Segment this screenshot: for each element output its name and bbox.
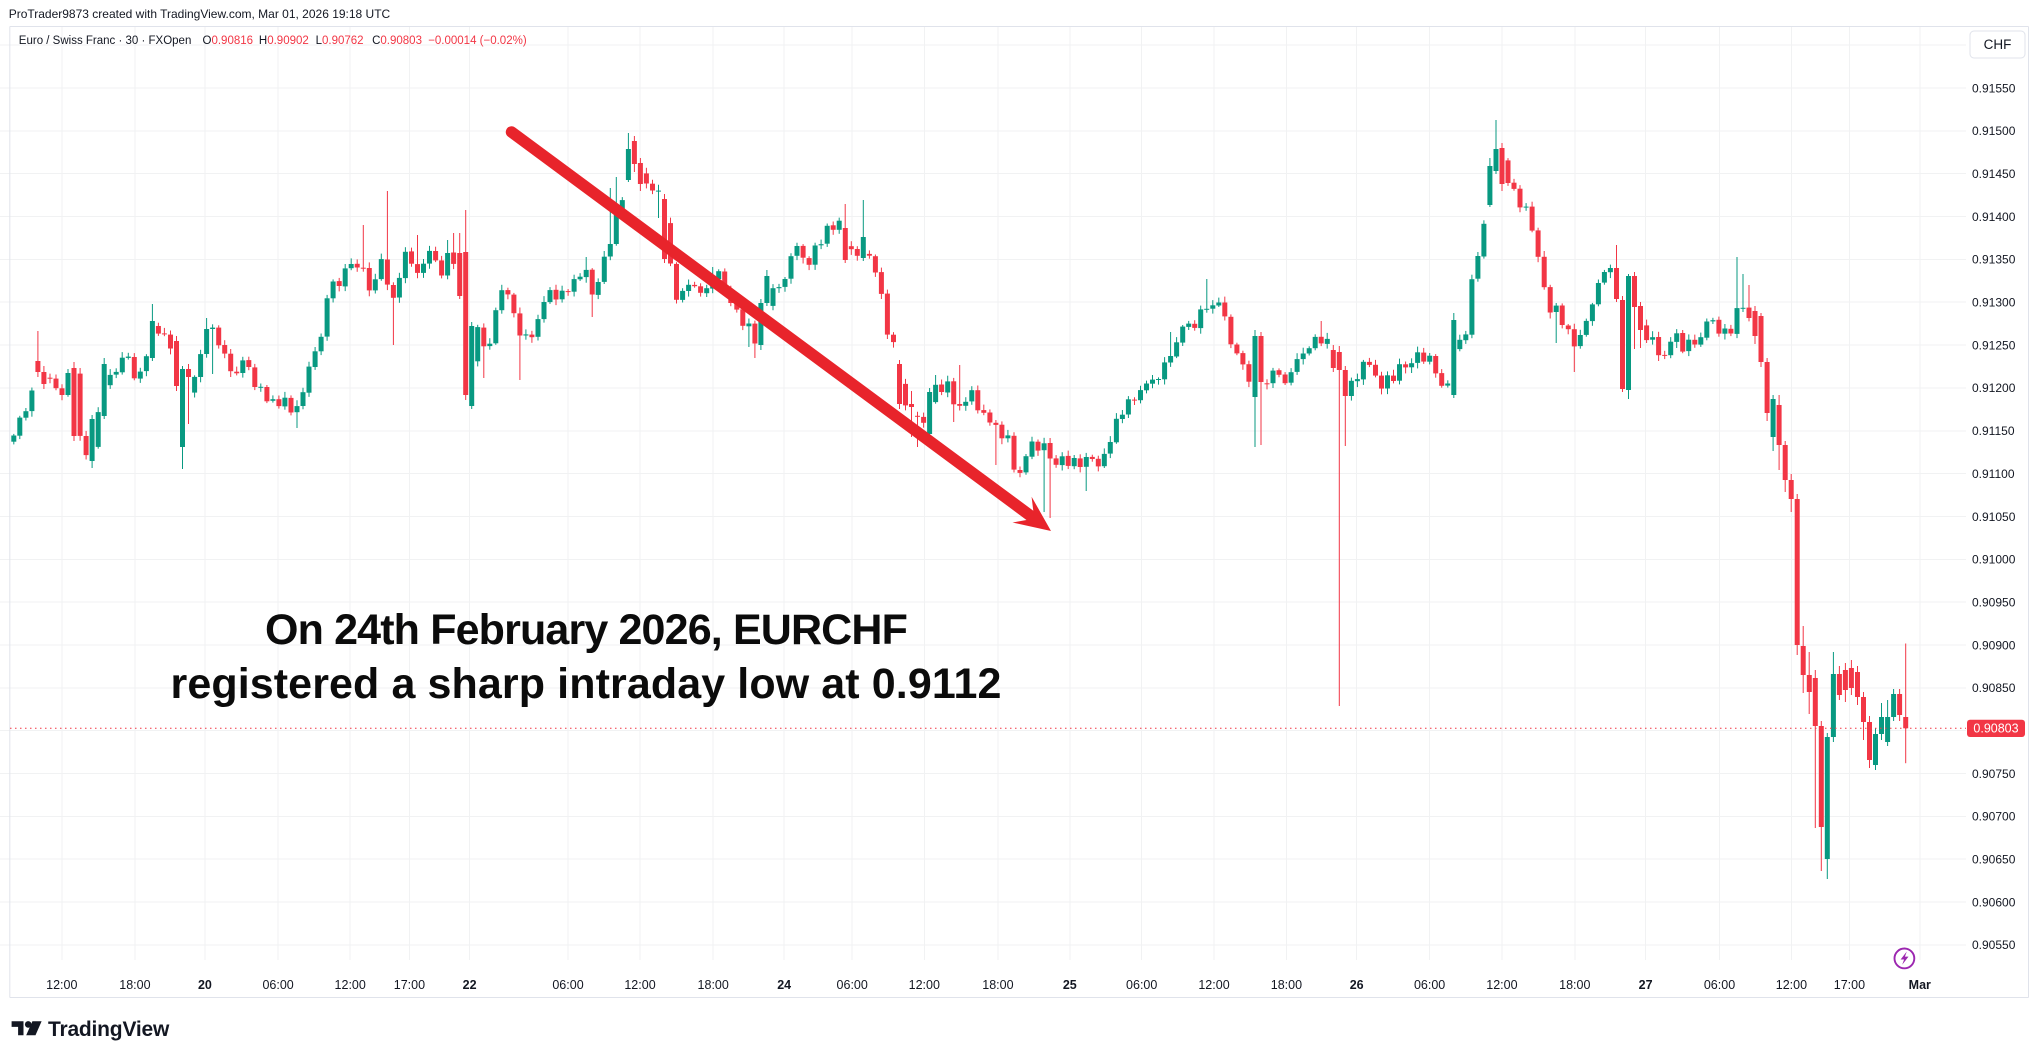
svg-text:06:00: 06:00 [262,978,293,992]
svg-text:0.90750: 0.90750 [1972,767,2016,781]
svg-text:0.91250: 0.91250 [1972,338,2016,352]
svg-text:26: 26 [1350,978,1364,992]
svg-text:18:00: 18:00 [698,978,729,992]
svg-text:22: 22 [463,978,477,992]
svg-text:0.90950: 0.90950 [1972,595,2016,609]
svg-text:18:00: 18:00 [119,978,150,992]
svg-text:06:00: 06:00 [1126,978,1157,992]
svg-text:17:00: 17:00 [394,978,425,992]
svg-text:0.91150: 0.91150 [1972,424,2015,438]
svg-text:18:00: 18:00 [982,978,1013,992]
svg-text:0.91300: 0.91300 [1972,296,2016,310]
svg-text:0.91000: 0.91000 [1972,553,2016,567]
svg-text:25: 25 [1063,978,1077,992]
svg-text:12:00: 12:00 [1198,978,1229,992]
svg-text:12:00: 12:00 [909,978,940,992]
svg-text:12:00: 12:00 [1776,978,1807,992]
svg-text:24: 24 [777,978,791,992]
svg-text:18:00: 18:00 [1271,978,1302,992]
svg-text:Mar: Mar [1909,978,1931,992]
svg-text:0.91400: 0.91400 [1972,210,2016,224]
svg-text:06:00: 06:00 [837,978,868,992]
svg-text:12:00: 12:00 [624,978,655,992]
svg-text:0.90650: 0.90650 [1972,853,2016,867]
svg-text:TradingView: TradingView [48,1018,170,1041]
svg-text:0.91450: 0.91450 [1972,167,2016,181]
svg-text:0.91500: 0.91500 [1972,124,2016,138]
svg-text:0.91550: 0.91550 [1972,81,2016,95]
svg-text:0.90600: 0.90600 [1972,895,2016,909]
svg-text:12:00: 12:00 [46,978,77,992]
svg-text:12:00: 12:00 [1486,978,1517,992]
svg-text:06:00: 06:00 [1414,978,1445,992]
svg-text:CHF: CHF [1984,37,2012,52]
svg-text:06:00: 06:00 [552,978,583,992]
svg-text:0.90550: 0.90550 [1972,938,2016,952]
svg-text:0.90900: 0.90900 [1972,638,2016,652]
svg-text:0.91100: 0.91100 [1972,467,2015,481]
svg-text:0.91200: 0.91200 [1972,381,2016,395]
svg-text:0.90700: 0.90700 [1972,810,2016,824]
svg-text:0.91050: 0.91050 [1972,510,2016,524]
svg-text:27: 27 [1639,978,1653,992]
svg-text:06:00: 06:00 [1704,978,1735,992]
svg-text:0.90850: 0.90850 [1972,681,2016,695]
svg-text:17:00: 17:00 [1834,978,1865,992]
svg-text:0.91350: 0.91350 [1972,253,2016,267]
svg-text:0.90803: 0.90803 [1973,722,2018,736]
svg-text:12:00: 12:00 [335,978,366,992]
svg-text:20: 20 [198,978,212,992]
svg-text:18:00: 18:00 [1559,978,1590,992]
